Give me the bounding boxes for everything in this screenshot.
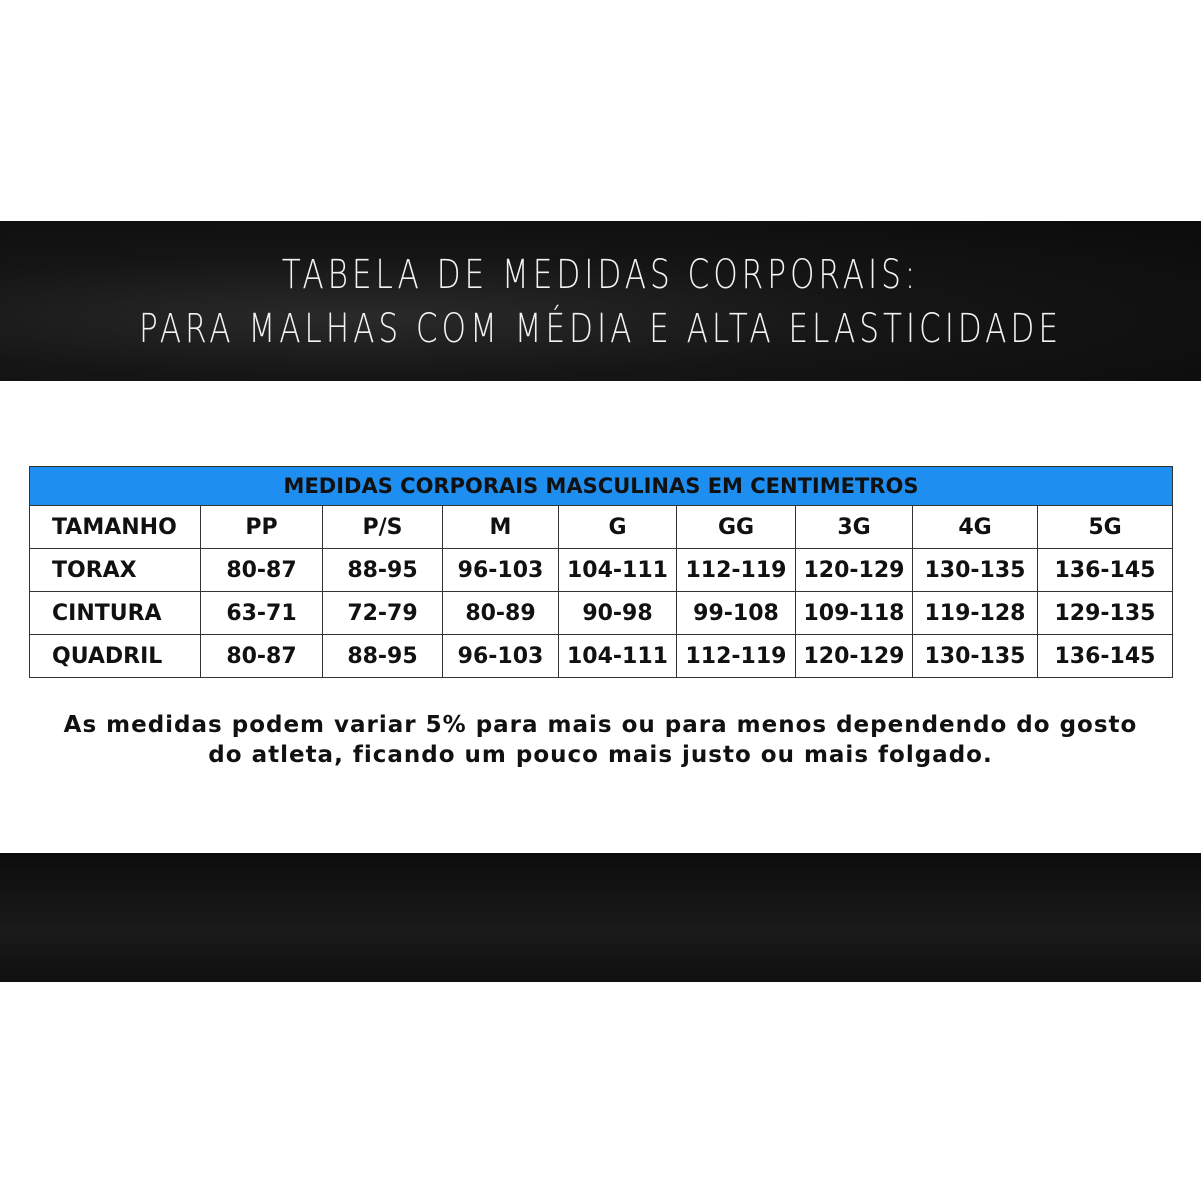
- table-cell: 120-129: [795, 634, 913, 678]
- bottom-banner: [0, 853, 1201, 982]
- banner-title-line2: PARA MALHAS COM MÉDIA E ALTA ELASTICIDAD…: [139, 306, 1062, 352]
- table-cell: 96-103: [442, 548, 559, 592]
- table-cell: 90-98: [558, 591, 677, 635]
- top-banner: [0, 221, 1201, 381]
- table-cell: 104-111: [558, 634, 677, 678]
- row-label: TORAX: [29, 548, 201, 592]
- table-cell: 80-87: [200, 634, 323, 678]
- table-cell: 4G: [912, 505, 1038, 549]
- table-cell: GG: [676, 505, 796, 549]
- table-cell: 96-103: [442, 634, 559, 678]
- table-cell: 136-145: [1037, 634, 1173, 678]
- table-cell: P/S: [322, 505, 443, 549]
- table-row: QUADRIL 80-87 88-95 96-103 104-111 112-119 120…: [29, 634, 1173, 678]
- table-row: TORAX 80-87 88-95 96-103 104-111 112-119 120-1…: [29, 548, 1173, 592]
- table-cell: 72-79: [322, 591, 443, 635]
- row-label: TAMANHO: [29, 505, 201, 549]
- note-line1: As medidas podem variar 5% para mais ou …: [63, 712, 1138, 738]
- table-cell: M: [442, 505, 559, 549]
- table-cell: 80-87: [200, 548, 323, 592]
- table-header-row: TAMANHO PP P/S M G GG 3G 4G 5G: [29, 505, 1173, 549]
- table-cell: 99-108: [676, 591, 796, 635]
- note-line2: do atleta, ficando um pouco mais justo o…: [208, 742, 993, 768]
- table-cell: PP: [200, 505, 323, 549]
- banner-title-line1: TABELA DE MEDIDAS CORPORAIS:: [281, 252, 920, 298]
- table-title: MEDIDAS CORPORAIS MASCULINAS EM CENTIMET…: [29, 466, 1173, 506]
- table-cell: 80-89: [442, 591, 559, 635]
- table-cell: 3G: [795, 505, 913, 549]
- table-cell: 136-145: [1037, 548, 1173, 592]
- row-label: QUADRIL: [29, 634, 201, 678]
- table-cell: 119-128: [912, 591, 1038, 635]
- table-cell: G: [558, 505, 677, 549]
- table-cell: 112-119: [676, 634, 796, 678]
- table-cell: 112-119: [676, 548, 796, 592]
- table-cell: 120-129: [795, 548, 913, 592]
- table-cell: 130-135: [912, 634, 1038, 678]
- table-cell: 104-111: [558, 548, 677, 592]
- table-cell: 129-135: [1037, 591, 1173, 635]
- size-table: MEDIDAS CORPORAIS MASCULINAS EM CENTIMET…: [29, 466, 1173, 678]
- table-cell: 109-118: [795, 591, 913, 635]
- table-cell: 5G: [1037, 505, 1173, 549]
- table-row: CINTURA 63-71 72-79 80-89 90-98 99-108 109-118…: [29, 591, 1173, 635]
- table-cell: 88-95: [322, 548, 443, 592]
- table-cell: 88-95: [322, 634, 443, 678]
- table-cell: 130-135: [912, 548, 1038, 592]
- row-label: CINTURA: [29, 591, 201, 635]
- table-cell: 63-71: [200, 591, 323, 635]
